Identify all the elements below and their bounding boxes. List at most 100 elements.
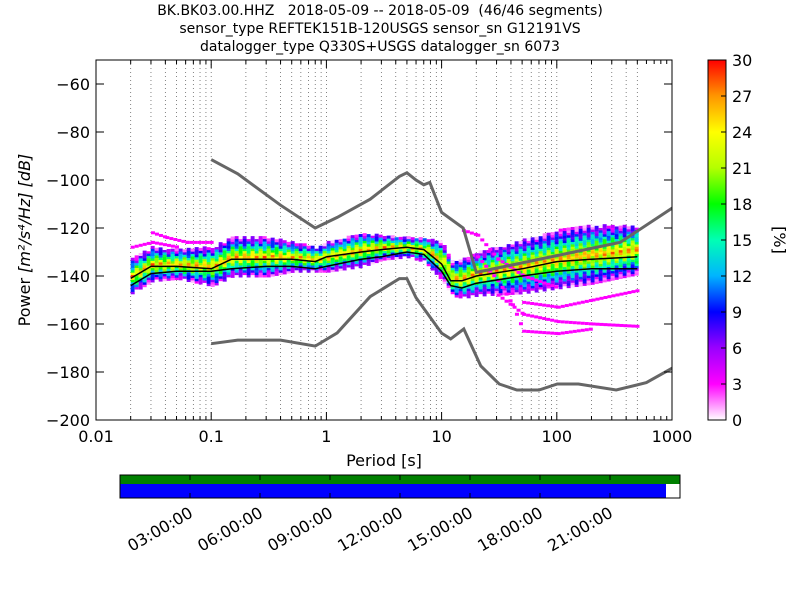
density-cell [546, 278, 551, 282]
density-cell [510, 251, 515, 255]
density-cell [158, 276, 163, 280]
minimum-psd-line [130, 251, 638, 289]
density-cell [514, 255, 519, 259]
density-cell [382, 235, 387, 239]
density-cell [146, 253, 151, 257]
density-cell [566, 237, 571, 241]
density-cell [610, 224, 615, 228]
density-cell [226, 247, 231, 251]
density-cell [370, 235, 375, 239]
density-cell [190, 277, 195, 281]
density-cell [454, 292, 459, 296]
density-cell [558, 262, 563, 266]
density-cell [486, 259, 491, 263]
density-cell [610, 246, 615, 250]
density-cell [562, 256, 567, 260]
sparse-cell [165, 236, 170, 240]
density-cell [550, 258, 555, 262]
density-cell [478, 283, 483, 287]
density-cell [634, 231, 639, 235]
density-cell [438, 273, 443, 277]
density-cell [418, 241, 423, 245]
density-cell [394, 242, 399, 246]
density-cell [614, 252, 619, 256]
density-cell [434, 262, 439, 266]
sparse-cell [619, 323, 624, 327]
density-cell [242, 262, 247, 266]
density-cell [578, 259, 583, 263]
colorbar-tick-label: 0 [732, 411, 742, 430]
density-cell [630, 242, 635, 246]
density-cell [350, 254, 355, 258]
density-cell [138, 286, 143, 290]
sparse-cell [181, 239, 186, 243]
density-cell [602, 264, 607, 268]
x-tick-label: 1 [321, 427, 331, 446]
density-cell [130, 269, 135, 273]
density-cell [534, 251, 539, 255]
density-cell [522, 286, 527, 290]
density-cell [490, 249, 495, 253]
density-cell [274, 251, 279, 255]
density-cell [182, 258, 187, 262]
colorbar-tick-label: 30 [732, 51, 752, 70]
density-cell [590, 255, 595, 259]
density-cell [586, 253, 591, 257]
density-cell [558, 238, 563, 242]
density-cell [442, 252, 447, 256]
density-cell [234, 272, 239, 276]
density-cell [222, 254, 227, 258]
density-cell [482, 266, 487, 270]
density-cell [490, 283, 495, 287]
density-cell [514, 282, 519, 286]
density-cell [622, 251, 627, 255]
y-tick-label: −120 [46, 219, 90, 238]
density-cell [330, 249, 335, 253]
density-cell [198, 279, 203, 283]
density-cell [434, 259, 439, 263]
density-cell [370, 251, 375, 255]
density-cell [494, 261, 499, 265]
density-cell [142, 260, 147, 264]
density-cell [230, 236, 235, 240]
density-cell [526, 281, 531, 285]
density-cell [522, 243, 527, 247]
density-cell [614, 274, 619, 278]
density-cell [630, 259, 635, 263]
density-cell [630, 273, 635, 277]
density-cell [358, 246, 363, 250]
density-cell [606, 254, 611, 258]
density-cell [398, 253, 403, 257]
sparse-cell [480, 238, 485, 242]
density-cell [182, 268, 187, 272]
sparse-cell [150, 231, 155, 235]
density-cell [578, 230, 583, 234]
density-cell [574, 248, 579, 252]
density-cell [478, 264, 483, 268]
density-cell [282, 252, 287, 256]
sparse-cell [546, 331, 551, 335]
sparse-cell [154, 232, 159, 236]
timeline-tick-label: 15:00:00 [404, 503, 476, 555]
density-cell [162, 273, 167, 277]
density-cell [382, 250, 387, 254]
density-cell [130, 260, 135, 264]
density-cell [346, 264, 351, 268]
density-cell [614, 231, 619, 235]
density-cell [270, 244, 275, 248]
density-cell [590, 241, 595, 245]
sparse-cell [534, 315, 539, 319]
density-cell [534, 241, 539, 245]
density-cell [518, 286, 523, 290]
density-cell [526, 269, 531, 273]
density-cell [214, 258, 219, 262]
density-cell [146, 269, 151, 273]
density-cell [334, 242, 339, 246]
density-cell [290, 245, 295, 249]
density-cell [634, 253, 639, 257]
density-cell [586, 239, 591, 243]
density-cell [550, 234, 555, 238]
density-cell [338, 241, 343, 245]
density-cell [182, 263, 187, 267]
density-cell [318, 248, 323, 252]
